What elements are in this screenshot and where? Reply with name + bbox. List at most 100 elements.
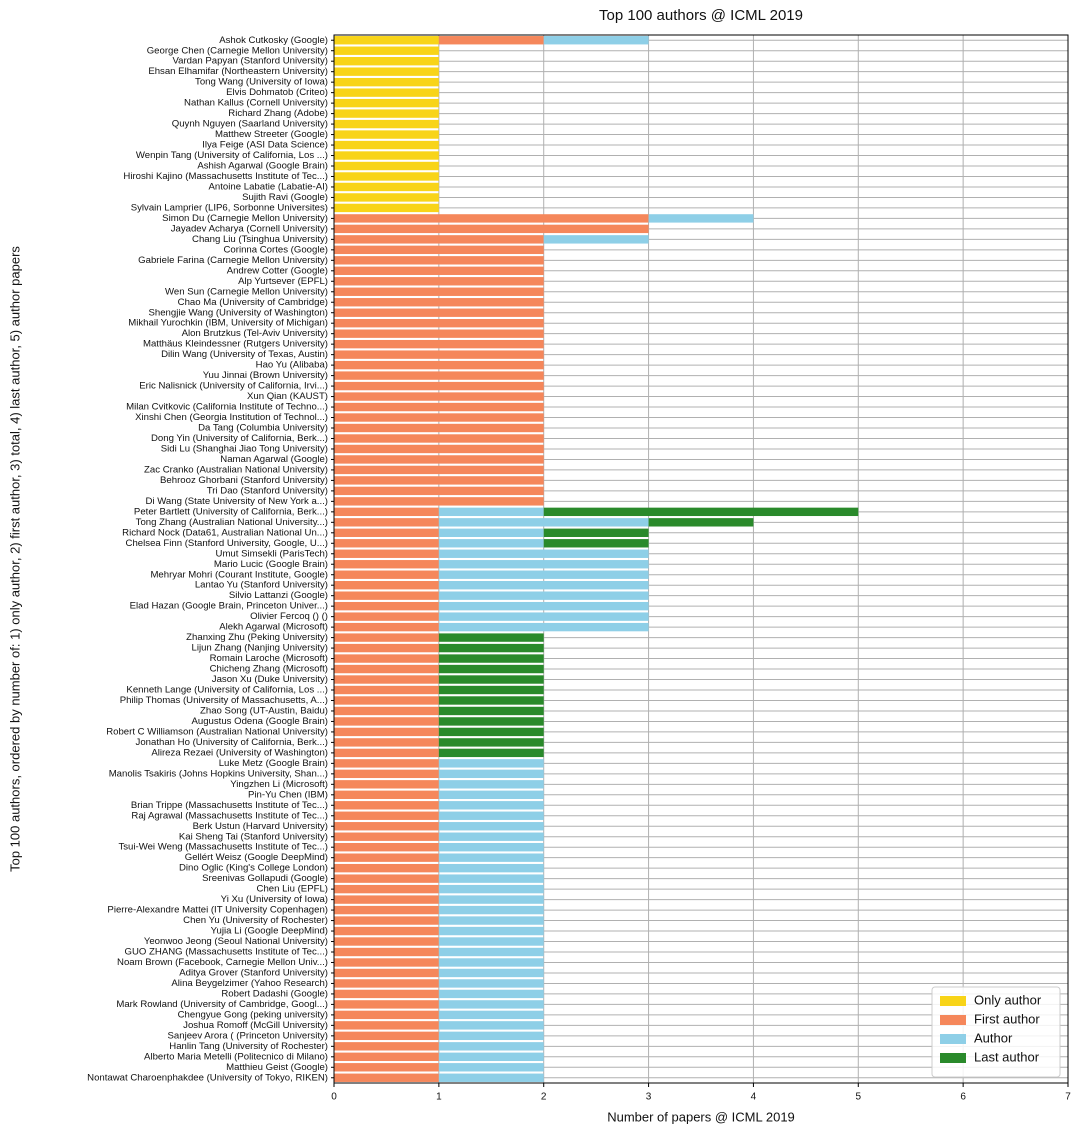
bar-segment [334,1073,439,1082]
bar-segment [334,643,439,653]
y-tick-label: Wen Sun (Carnegie Mellon University) [165,286,328,297]
y-tick-label: Alireza Rezaei (University of Washington… [151,747,328,758]
y-tick-label: Yujia Li (Google DeepMind) [211,926,328,937]
bar-segment [438,780,544,789]
legend: Only author First author Author Last author [931,986,1061,1078]
bar-segment [334,423,544,433]
bar-segment [334,811,439,820]
legend-label: Last author [974,1049,1040,1064]
bar-segment [334,140,439,150]
y-tick-label: Alekh Agarwal (Microsoft) [219,622,328,633]
bar-segment [334,947,439,957]
bar-segment [334,748,439,758]
y-tick-label: Robert Dadashi (Google) [221,988,328,999]
y-tick-label: Sylvain Lamprier (LIP6, Sorbonne Univers… [131,202,328,213]
y-tick-label: Xun Qian (KAUST) [247,391,328,402]
plot-frame [333,34,1069,1084]
bar-segment [543,528,649,537]
y-tick-label: Umut Simsekli (ParisTech) [216,548,328,559]
y-tick-label: Nontawat Charoenphakdee (University of T… [87,1072,328,1083]
y-tick-label: Gabriele Farina (Carnegie Mellon Univers… [138,255,328,266]
y-tick-label: Gellért Weisz (Google DeepMind) [185,852,328,863]
bar-segment [438,1052,544,1061]
y-tick-label: Zhao Song (UT-Austin, Baidu) [200,705,328,716]
legend-label: Author [974,1030,1013,1045]
bar-segment [438,518,649,527]
y-tick-label: Augustus Odena (Google Brain) [191,716,328,727]
y-tick-label: Matthäus Kleindessner (Rutgers Universit… [143,339,328,350]
y-tick-label: Peter Bartlett (University of California… [134,506,328,517]
bar-segment [334,622,439,632]
bar-segment [334,664,439,674]
y-tick-label: Corinna Cortes (Google) [223,244,328,255]
y-tick-label: Yuu Jinnai (Brown University) [203,370,328,381]
bar-segment [334,67,439,76]
y-tick-label: Da Tang (Columbia University) [198,423,328,434]
bar-segment [334,329,544,338]
bar-segment [438,539,544,548]
bar-segment [438,843,544,852]
grid [333,35,1069,1083]
bar-segment [334,727,439,737]
legend-swatch [940,1053,966,1063]
bar-segment [334,476,544,485]
bar-segment [438,717,544,726]
bar-segment [438,926,544,936]
y-tick-label: Richard Zhang (Adobe) [228,108,328,119]
bar-segment [438,664,544,674]
bar-segment [334,769,439,779]
bar-segment [438,937,544,946]
bar-segment [438,549,649,558]
bar-segment [648,518,754,527]
bar-segment [438,560,649,569]
bar-segment [334,507,439,517]
y-tick-label: Dong Yin (University of California, Berk… [151,433,328,444]
bar-segment [334,518,439,527]
bar-segment [438,884,544,894]
bar-segment [334,696,439,705]
bar-segment [543,507,859,517]
y-tick-label: Manolis Tsakiris (Johns Hopkins Universi… [109,768,328,779]
bar-segment [438,759,544,768]
bar-segment [334,916,439,925]
bar-segment [438,675,544,684]
bar-segment [334,465,544,475]
bar-segment [438,643,544,653]
bar-segment [543,539,649,548]
bar-segment [334,245,544,255]
y-tick-label: Zac Cranko (Australian National Universi… [144,464,328,475]
bar-segment [334,843,439,852]
y-tick-label: Raj Agrawal (Massachusetts Institute of … [131,810,328,821]
bar-segment [438,905,544,915]
bar-segment [438,748,544,758]
y-tick-label: Robert C Williamson (Australian National… [106,726,328,737]
bar-segment [334,235,544,244]
y-tick-label: Ehsan Elhamifar (Northeastern University… [148,66,328,77]
bar-segment [334,350,544,359]
bar-segment [334,706,439,716]
bar-segment [334,832,439,841]
x-tick-label: 2 [541,1092,547,1103]
x-tick-label: 1 [436,1092,442,1103]
bar-segment [334,88,439,97]
bar-segment [438,769,544,779]
bar-segment [438,601,649,611]
bar-segment [334,193,439,202]
bar-segment [438,1010,544,1020]
bar-segment [334,863,439,873]
bar-segment [438,36,544,45]
bar-segment [334,109,439,118]
bar-segment [334,895,439,904]
y-tick-label: Hao Yu (Alibaba) [256,360,328,371]
y-tick-label: Matthew Streeter (Google) [215,129,328,140]
y-tick-label: Xinshi Chen (Georgia Institution of Tech… [135,412,328,423]
bar-segment [334,1042,439,1051]
bar-segment [438,822,544,831]
bar-segment [438,947,544,957]
chart-title: Top 100 authors @ ICML 2019 [599,7,803,24]
bar-segment [438,1073,544,1082]
bar-segment [334,790,439,799]
bar-segment [334,98,439,108]
